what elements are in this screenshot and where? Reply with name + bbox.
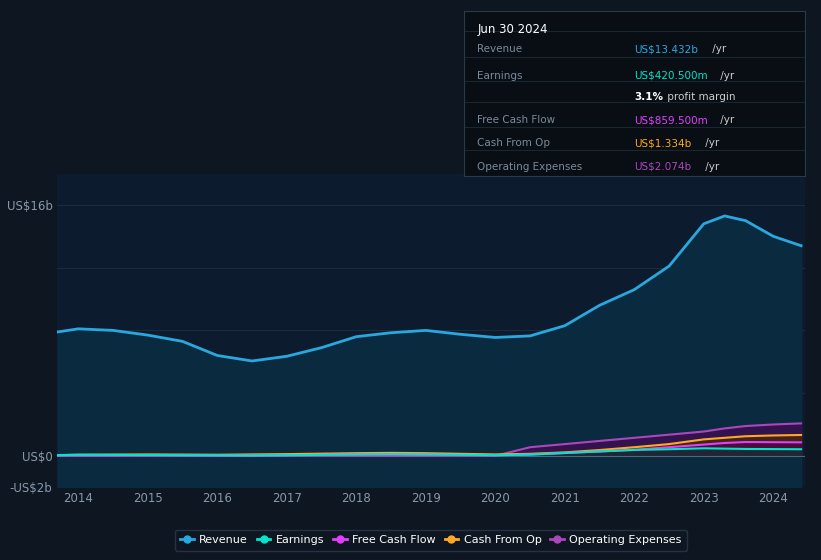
Text: Revenue: Revenue xyxy=(478,44,523,54)
Text: profit margin: profit margin xyxy=(664,92,736,102)
Text: /yr: /yr xyxy=(717,115,734,125)
Text: /yr: /yr xyxy=(702,138,719,148)
Text: US$420.500m: US$420.500m xyxy=(635,71,708,81)
Text: Earnings: Earnings xyxy=(478,71,523,81)
Text: US$859.500m: US$859.500m xyxy=(635,115,708,125)
Text: Free Cash Flow: Free Cash Flow xyxy=(478,115,556,125)
Text: Jun 30 2024: Jun 30 2024 xyxy=(478,23,548,36)
Text: /yr: /yr xyxy=(717,71,734,81)
Text: US$2.074b: US$2.074b xyxy=(635,161,691,171)
Text: 3.1%: 3.1% xyxy=(635,92,663,102)
Text: /yr: /yr xyxy=(702,161,719,171)
Legend: Revenue, Earnings, Free Cash Flow, Cash From Op, Operating Expenses: Revenue, Earnings, Free Cash Flow, Cash … xyxy=(175,530,687,550)
Text: Operating Expenses: Operating Expenses xyxy=(478,161,583,171)
Text: US$13.432b: US$13.432b xyxy=(635,44,698,54)
Text: US$1.334b: US$1.334b xyxy=(635,138,691,148)
Text: /yr: /yr xyxy=(709,44,727,54)
Text: Cash From Op: Cash From Op xyxy=(478,138,551,148)
